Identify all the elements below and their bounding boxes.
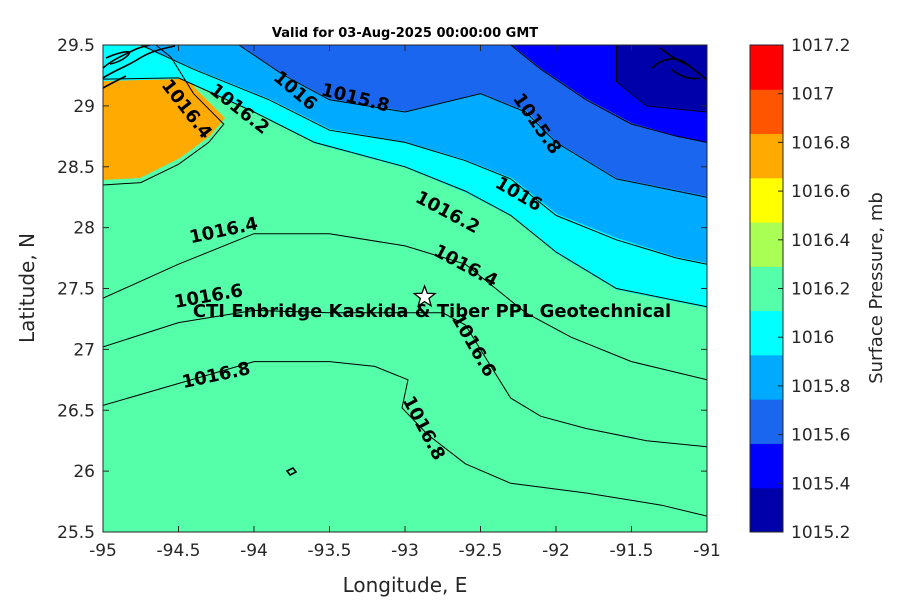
colorbar-tick-label: 1015.4 [791, 474, 850, 494]
x-tick-label: -92 [542, 541, 570, 561]
x-tick-label: -91 [693, 541, 721, 561]
x-axis-ticks: -95 -94.5 -94 -93.5 -93 -92.5 -92 -91.5 -91 [89, 45, 721, 561]
colorbar-tick-label: 1016.6 [791, 182, 850, 202]
contour-lines [103, 45, 707, 517]
contour-line-4 [103, 77, 707, 308]
contour-line-5 [140, 45, 707, 265]
colorbar-segment [750, 354, 783, 400]
x-tick-label: -91.5 [610, 541, 654, 561]
colorbar-segment [750, 133, 783, 179]
colorbar-segment [750, 89, 783, 135]
colorbar-segment [750, 487, 783, 533]
x-tick-label: -92.5 [459, 541, 503, 561]
x-tick-label: -95 [89, 541, 117, 561]
site-star-icon [412, 284, 437, 308]
y-tick-label: 26 [73, 462, 95, 482]
coastline [103, 45, 707, 477]
y-tick-label: 26.5 [57, 401, 95, 421]
colorbar-tick-label: 1016.2 [791, 280, 850, 300]
colorbar-tick-label: 1016 [791, 328, 834, 348]
y-axis-ticks: 25.5 26 26.5 27 27.5 28 28.5 29 29.5 [57, 36, 707, 543]
x-tick-label: -94.5 [157, 541, 201, 561]
y-tick-label: 27 [73, 340, 95, 360]
y-tick-label: 28.5 [57, 158, 95, 178]
x-tick-label: -93.5 [308, 541, 352, 561]
chart-title: Valid for 03-Aug-2025 00:00:00 GMT [272, 26, 538, 41]
y-axis-label: Latitude, N [15, 233, 39, 343]
contour-line-2 [103, 233, 707, 381]
contour-line-3 [103, 45, 225, 186]
x-tick-label: -93 [391, 541, 419, 561]
colorbar-tick-label: 1015.8 [791, 377, 850, 397]
contour-line-0 [103, 361, 707, 517]
x-tick-label: -94 [240, 541, 268, 561]
y-tick-label: 28 [73, 219, 95, 239]
colorbar: 1015.2 1015.4 1015.6 1015.8 1016 1016.2 1016.4… [749, 36, 850, 543]
colorbar-segment [750, 310, 783, 356]
y-tick-label: 29 [73, 97, 95, 117]
colorbar-segment [750, 177, 783, 223]
contour-line-6 [238, 45, 707, 198]
contour-line-8 [615, 45, 707, 113]
colorbar-tick-label: 1017 [791, 85, 834, 105]
x-axis-label: Longitude, E [343, 573, 468, 597]
colorbar-tick-label: 1015.2 [791, 523, 850, 543]
site-label: CTI Enbridge Kaskida & Tiber PPL Geotech… [193, 301, 671, 322]
contour-line-1 [103, 309, 707, 448]
contour-line-7 [510, 45, 707, 143]
colorbar-label: Surface Pressure, mb [866, 192, 887, 384]
colorbar-segment [750, 222, 783, 267]
y-tick-label: 27.5 [57, 280, 95, 300]
y-tick-label: 29.5 [57, 36, 95, 56]
colorbar-segment [750, 443, 783, 489]
y-tick-label: 25.5 [57, 523, 95, 543]
colorbar-tick-label: 1016.8 [791, 133, 850, 153]
colorbar-segment [750, 266, 783, 312]
colorbar-segment [750, 45, 783, 90]
colorbar-tick-label: 1015.6 [791, 426, 850, 446]
colorbar-segment [750, 399, 783, 444]
colorbar-tick-label: 1017.2 [791, 36, 850, 56]
colorbar-tick-label: 1016.4 [791, 231, 850, 251]
